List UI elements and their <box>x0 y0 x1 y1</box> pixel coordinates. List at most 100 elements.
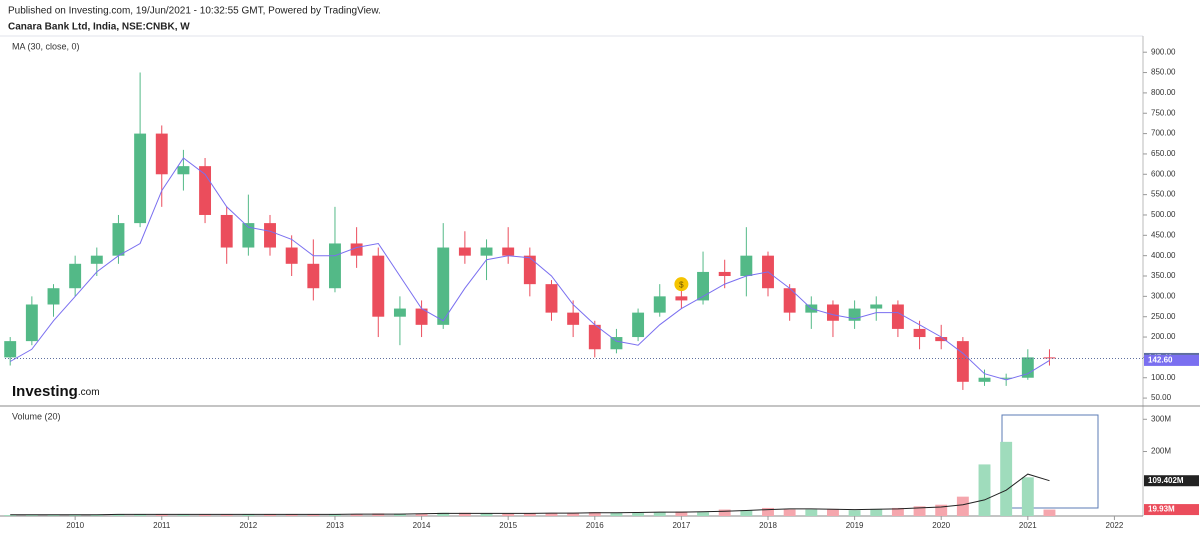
volume-bar <box>47 514 60 516</box>
candle-body <box>1043 357 1056 359</box>
y-tick-label: 600.00 <box>1151 169 1176 178</box>
candle-body <box>480 247 493 256</box>
y-tick-label: 50.00 <box>1151 393 1172 402</box>
x-tick-label: 2019 <box>846 521 864 530</box>
candle-body <box>740 255 753 277</box>
x-tick-label: 2021 <box>1019 521 1037 530</box>
volume-bar <box>523 513 536 516</box>
candle-body <box>25 304 38 342</box>
last-value-label: 109.402M <box>1148 476 1184 485</box>
volume-bar <box>740 510 753 516</box>
y-tick-label: 350.00 <box>1151 271 1176 280</box>
candle-body <box>718 271 731 277</box>
candle-body <box>329 243 341 289</box>
volume-bar <box>242 514 255 516</box>
candle-body <box>502 247 515 256</box>
candle-body <box>437 247 450 325</box>
candle-body <box>285 247 298 264</box>
x-tick-label: 2022 <box>1106 521 1124 530</box>
candle-body <box>4 341 17 358</box>
candle-body <box>935 337 948 342</box>
x-tick-label: 2012 <box>239 521 257 530</box>
candle-body <box>978 377 991 382</box>
volume-bar <box>978 464 991 516</box>
volume-bar <box>1000 441 1013 516</box>
volume-bar <box>891 507 904 516</box>
candle-body <box>870 304 883 309</box>
ma-legend: MA (30, close, 0) <box>12 41 80 51</box>
y-tick-label: 250.00 <box>1151 312 1176 321</box>
volume-bar <box>718 509 731 516</box>
logo-suffix: .com <box>78 387 100 398</box>
volume-bar <box>913 506 926 516</box>
volume-bar <box>350 514 363 516</box>
moving-average-line <box>9 157 1050 381</box>
candle-body <box>848 308 861 321</box>
volume-bar <box>956 496 969 516</box>
volume-bar <box>415 514 428 516</box>
candle-body <box>47 288 60 305</box>
candle-body <box>112 223 125 256</box>
candle-body <box>913 328 926 338</box>
candle-body <box>307 263 320 289</box>
volume-bar <box>697 512 709 516</box>
y-tick-label: 850.00 <box>1151 68 1176 77</box>
y-tick-label: 450.00 <box>1151 230 1176 239</box>
volume-bar <box>155 514 168 516</box>
x-tick-label: 2013 <box>326 521 344 530</box>
x-tick-label: 2011 <box>153 521 171 530</box>
volume-bar <box>437 512 450 516</box>
volume-bar <box>220 514 233 516</box>
volume-bar <box>4 515 17 516</box>
y-tick-label: 200.00 <box>1151 332 1176 341</box>
y-tick-label: 700.00 <box>1151 129 1176 138</box>
volume-bar <box>762 507 774 516</box>
moving-average-line <box>10 473 1050 516</box>
highlight-box <box>1001 414 1099 509</box>
volume-bar <box>264 514 276 516</box>
candle-body <box>545 284 558 313</box>
published-note: Published on Investing.com, 19/Jun/2021 … <box>8 6 381 17</box>
candle-body <box>372 255 385 317</box>
last-value-label: 19.93M <box>1148 505 1175 514</box>
volume-bar <box>632 512 645 516</box>
y-tick-label: 900.00 <box>1151 47 1176 56</box>
volume-bar <box>285 514 298 516</box>
last-value-box <box>1144 354 1199 366</box>
y-tick-label: 300M <box>1151 414 1171 423</box>
x-tick-label: 2020 <box>932 521 950 530</box>
candle-body <box>632 312 645 338</box>
volume-bar <box>1021 477 1034 516</box>
candle-body <box>350 243 363 256</box>
candle-body <box>134 133 147 224</box>
candle-body <box>69 263 82 289</box>
logo-name: Investing <box>12 383 78 400</box>
volume-bar <box>480 513 493 516</box>
last-value-box <box>1144 475 1199 487</box>
volume-bar <box>458 512 471 516</box>
volume-bar <box>935 504 948 516</box>
volume-bar <box>25 515 38 516</box>
volume-bar <box>372 513 385 516</box>
volume-bar <box>567 512 580 516</box>
x-tick-label: 2015 <box>499 521 517 530</box>
volume-bar <box>393 513 406 516</box>
chart-title: Canara Bank Ltd, India, NSE:CNBK, W <box>8 22 190 33</box>
candle-body <box>264 223 276 248</box>
candle-body <box>956 341 969 382</box>
candle-body <box>458 247 471 256</box>
volume-bar <box>826 508 839 516</box>
candle-body <box>415 308 428 325</box>
last-value-label: 142.60 <box>1148 356 1173 365</box>
x-tick-label: 2018 <box>759 521 777 530</box>
candle-body <box>393 308 406 317</box>
x-tick-label: 2017 <box>672 521 690 530</box>
y-tick-label: 550.00 <box>1151 190 1176 199</box>
volume-bar <box>783 509 796 516</box>
volume-bar <box>870 508 883 516</box>
volume-bar <box>90 514 103 516</box>
candle-body <box>155 133 168 175</box>
logo: Investing.com <box>12 383 100 400</box>
